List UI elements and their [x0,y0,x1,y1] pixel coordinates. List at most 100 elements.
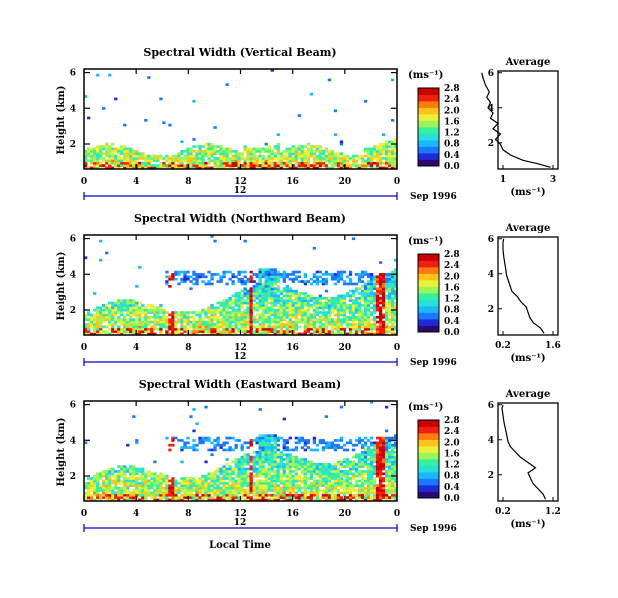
heatmap-cell [351,161,356,165]
heatmap-cell [129,493,133,497]
heatmap-cell [327,496,332,499]
heatmap-cell [384,287,389,291]
heatmap-cell [138,470,142,473]
heatmap-cell [210,491,214,495]
heatmap-cell [216,496,220,499]
heatmap-cell [96,498,100,502]
heatmap-cell [171,159,175,163]
heatmap-cell [252,474,256,478]
heatmap-cell [285,474,289,478]
heatmap-cell [291,477,295,480]
heatmap-cell [198,164,202,167]
heatmap-cell [378,313,383,317]
heatmap-cell [234,275,238,279]
heatmap-cell [165,496,169,499]
heatmap-cell [339,446,344,449]
heatmap-cell [153,313,157,317]
heatmap-cell [198,323,202,326]
heatmap-cell [111,159,115,163]
heatmap-cell [99,161,103,165]
heatmap-cell [150,486,154,490]
heatmap-cell [267,332,271,336]
heatmap-cell [198,311,202,314]
heatmap-cell [297,280,301,283]
heatmap-cell [90,498,94,502]
heatmap-cell [267,280,271,283]
heatmap-cell [159,486,163,490]
heatmap-cell [264,325,268,329]
heatmap-cell [117,332,121,336]
heatmap-cell [216,306,220,310]
heatmap-cell [336,154,341,158]
heatmap-cell [132,320,136,324]
heatmap-cell [381,304,386,307]
heatmap-cell [246,306,250,310]
heatmap-cell [264,496,268,499]
heatmap-cell [378,458,383,461]
heatmap-cell [387,474,392,478]
heatmap-cell [270,436,274,440]
heatmap-cell [264,491,268,495]
heatmap-cell [192,270,196,274]
heatmap-cell [366,493,371,497]
heatmap-cell [264,142,268,146]
heatmap-cell [276,453,280,457]
heatmap-cell [372,320,377,324]
heatmap-cell [183,149,187,153]
heatmap-cell [297,325,301,329]
heatmap-cell [228,311,232,314]
heatmap-cell [126,467,130,471]
heatmap-cell [291,294,295,298]
heatmap-cell [207,498,211,502]
heatmap-cell [387,327,392,331]
heatmap-cell [318,159,323,163]
heatmap-cell [312,149,317,153]
heatmap-cell [312,166,317,170]
heatmap-cell [144,308,148,312]
heatmap-cell [267,277,271,281]
heatmap-cell [261,458,265,461]
heatmap-cell [201,311,205,314]
heatmap-cell [174,311,178,314]
heatmap-cell [204,477,208,480]
x-tick-label: 4 [133,177,139,187]
heatmap-cell [360,486,365,490]
heatmap-cell [345,448,350,452]
colorbar-tick-label: 1.6 [444,117,460,127]
heatmap-cell [285,489,289,492]
heatmap-cell [306,306,311,310]
heatmap-cell [111,149,115,153]
heatmap-cell [213,330,217,333]
heatmap-cell [312,313,317,317]
heatmap-cell [351,455,356,459]
heatmap-cell [276,289,280,293]
heatmap-cell [270,455,274,459]
heatmap-cell [225,318,229,322]
heatmap-cell [372,315,377,319]
heatmap-cell [342,154,347,158]
heatmap-cell [201,154,205,158]
heatmap-cell [378,287,383,291]
heatmap-cell [162,474,166,478]
heatmap-cell [93,479,97,483]
heatmap-cell [234,313,238,317]
heatmap-cell [318,472,323,476]
heatmap-cell [138,332,142,336]
heatmap-cell [354,493,359,497]
heatmap-cell [150,306,154,310]
heatmap-cell [261,465,265,468]
heatmap-cell [264,479,268,483]
heatmap-cell [318,311,323,314]
heatmap-cell [213,498,217,502]
heatmap-cell [198,152,202,156]
heatmap-cell [216,493,220,497]
heatmap-cell [288,164,292,167]
heatmap-cell [216,436,220,440]
heatmap-cell [129,161,133,165]
heatmap-cell [204,166,208,170]
heatmap-cell [210,235,214,238]
heatmap-cell [240,157,244,160]
heatmap-cell [390,78,395,82]
heatmap-cell [252,292,256,295]
heatmap-cell [159,491,163,495]
